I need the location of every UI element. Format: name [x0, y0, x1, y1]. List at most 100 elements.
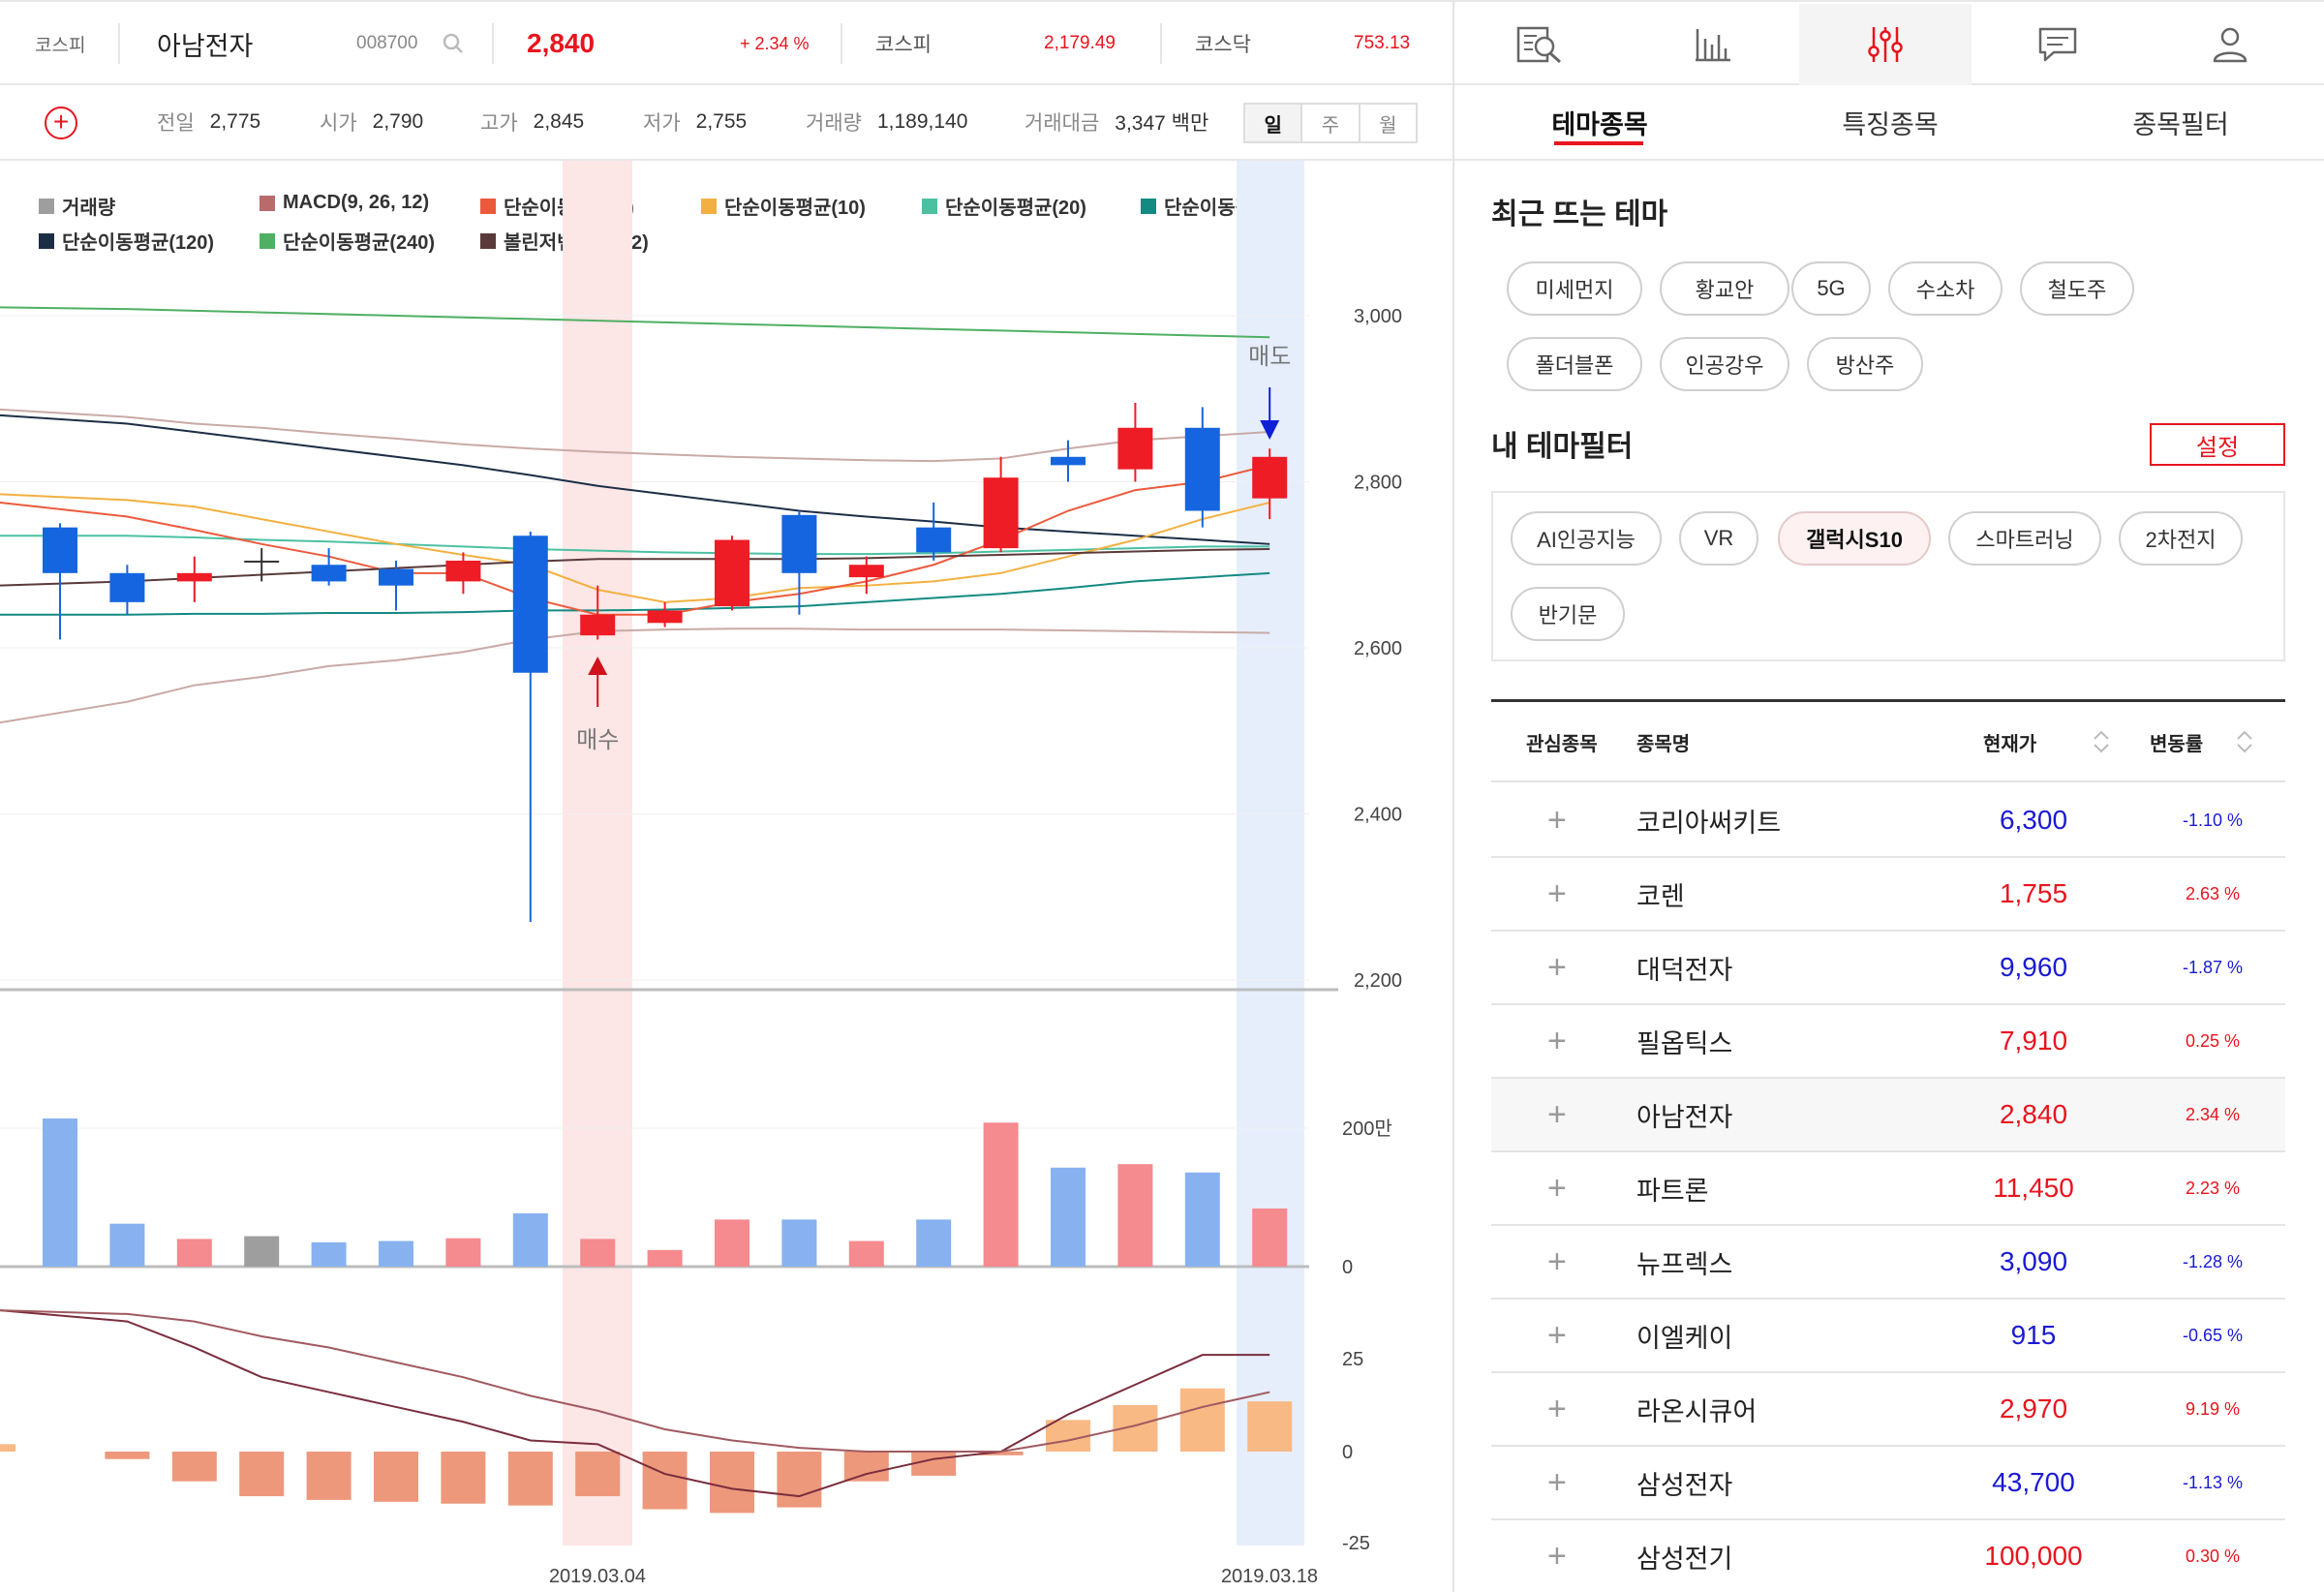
legend-item[interactable]: 단순이동평균(240): [260, 227, 435, 255]
table-row[interactable]: + 파트론 11,450 2.23 %: [1491, 1152, 2285, 1226]
macd-histogram-bar: [374, 1452, 418, 1502]
my-theme-chip[interactable]: VR: [1679, 511, 1758, 566]
sliders-icon[interactable]: [1799, 4, 1972, 85]
hot-theme-chip[interactable]: 인공강우: [1660, 337, 1789, 391]
ma10-line: [0, 493, 1270, 603]
hot-theme-chip[interactable]: 황교안: [1660, 261, 1789, 316]
add-watch-icon[interactable]: +: [1547, 1390, 1567, 1427]
macd-histogram-bar: [239, 1452, 285, 1497]
table-row[interactable]: + 필옵틱스 7,910 0.25 %: [1491, 1005, 2285, 1079]
hot-theme-chip[interactable]: 수소차: [1888, 261, 2003, 316]
volume-bar: [311, 1241, 347, 1267]
add-watch-button[interactable]: +: [45, 107, 77, 139]
volume-bar: [848, 1240, 884, 1267]
prev-close: 전일 2,775: [157, 110, 261, 135]
stock-price-cell: 7,910: [1999, 1026, 2068, 1056]
add-watch-icon[interactable]: +: [1547, 1095, 1567, 1133]
tab-theme-stocks[interactable]: 테마종목: [1551, 109, 1648, 139]
stock-change-cell: 2.34 %: [2185, 1104, 2241, 1124]
table-row[interactable]: + 아남전자 2,840 2.34 %: [1491, 1079, 2285, 1152]
table-row[interactable]: + 코렌 1,755 2.63 %: [1491, 858, 2285, 932]
hot-theme-chip[interactable]: 폴더블폰: [1507, 337, 1642, 391]
period-day[interactable]: 일: [1245, 105, 1301, 141]
volume-bar: [1252, 1208, 1288, 1267]
table-row[interactable]: + 대덕전자 9,960 -1.87 %: [1491, 932, 2285, 1005]
table-row[interactable]: + 라온시큐어 2,970 9.19 %: [1491, 1373, 2285, 1447]
stock-change-cell: -1.13 %: [2182, 1472, 2244, 1492]
sort-icon[interactable]: [2092, 702, 2111, 781]
buy-label: 매수: [576, 727, 619, 753]
stock-price-cell: 100,000: [1984, 1541, 2083, 1571]
tab-feature-stocks[interactable]: 특징종목: [1842, 109, 1939, 139]
macd-histogram-bar: [642, 1452, 688, 1510]
stock-price-cell: 9,960: [1999, 952, 2068, 982]
stock-price-cell: 2,970: [1999, 1393, 2068, 1424]
legend-swatch: [260, 195, 275, 211]
period-selector: 일 주 월: [1243, 103, 1418, 143]
price-tick-label: 3,000: [1354, 306, 1402, 327]
add-watch-icon[interactable]: +: [1547, 1242, 1567, 1280]
stock-change-cell: -0.65 %: [2182, 1325, 2244, 1345]
user-icon[interactable]: [2144, 4, 2316, 85]
my-theme-chip-selected[interactable]: 갤럭시S10: [1778, 511, 1931, 566]
kospi-value: 2,179.49: [1044, 33, 1116, 53]
macd-histogram-bar: [171, 1452, 217, 1482]
add-watch-icon[interactable]: +: [1547, 1537, 1567, 1575]
table-row[interactable]: + 삼성전자 43,700 -1.13 %: [1491, 1447, 2285, 1520]
legend-swatch: [39, 232, 54, 249]
macd-histogram-bar: [978, 1452, 1024, 1455]
sell-label: 매도: [1248, 344, 1291, 370]
search-icon[interactable]: [442, 2, 465, 85]
stock-search-icon[interactable]: [1454, 4, 1627, 85]
legend-item[interactable]: 거래량: [39, 192, 115, 220]
stock-change-cell: -1.28 %: [2182, 1251, 2244, 1271]
tab-stock-filter[interactable]: 종목필터: [2132, 109, 2229, 139]
add-watch-icon[interactable]: +: [1547, 1022, 1567, 1059]
add-watch-icon[interactable]: +: [1547, 801, 1567, 839]
hot-theme-chip[interactable]: 미세먼지: [1507, 261, 1642, 316]
legend-item[interactable]: 단순이동평균(20): [922, 192, 1086, 220]
macd-histogram-bar: [0, 1444, 15, 1452]
my-theme-chip[interactable]: 스마트러닝: [1948, 511, 2101, 566]
kospi-label: 코스피: [875, 34, 932, 56]
add-watch-icon[interactable]: +: [1547, 1463, 1567, 1501]
stock-header: 코스피 아남전자 008700 2,840 + 2.34 % 코스피 2,179…: [0, 0, 1452, 85]
candle: [781, 514, 817, 573]
stock-change-cell: 0.30 %: [2185, 1546, 2241, 1566]
sort-icon[interactable]: [2235, 702, 2254, 781]
price-chart[interactable]: 매수 매도 3,000 2,800 2,600 2,400 2,200 200만 0 25 0 -25…: [0, 161, 1452, 1592]
stock-name-cell: 대덕전자: [1636, 955, 1733, 985]
stock-price-cell: 915: [2010, 1320, 2057, 1350]
legend-item[interactable]: 단순이동평균(120): [39, 227, 214, 255]
col-change[interactable]: 변동률: [2150, 733, 2204, 755]
hot-theme-chip[interactable]: 철도주: [2020, 261, 2134, 316]
legend-item[interactable]: 단순이동평균(10): [701, 192, 866, 220]
col-price[interactable]: 현재가: [1983, 733, 2037, 755]
add-watch-icon[interactable]: +: [1547, 874, 1567, 912]
table-row[interactable]: + 코리아써키트 6,300 -1.10 %: [1491, 784, 2285, 858]
add-watch-icon[interactable]: +: [1547, 948, 1567, 986]
stock-name[interactable]: 아남전자: [157, 31, 254, 61]
volume-bar: [512, 1212, 548, 1267]
stock-change-cell: 0.25 %: [2185, 1030, 2241, 1051]
my-theme-chip[interactable]: AI인공지능: [1511, 511, 1662, 566]
signal-line: [0, 1309, 1270, 1453]
period-month[interactable]: 월: [1358, 105, 1416, 141]
table-row[interactable]: + 이엘케이 915 -0.65 %: [1491, 1300, 2285, 1373]
table-row[interactable]: + 뉴프렉스 3,090 -1.28 %: [1491, 1226, 2285, 1300]
bar-chart-icon[interactable]: [1627, 4, 1799, 85]
hot-theme-chip[interactable]: 5G: [1791, 261, 1871, 316]
period-week[interactable]: 주: [1300, 105, 1358, 141]
hot-theme-chip[interactable]: 방산주: [1807, 337, 1923, 391]
candle: [715, 539, 749, 607]
my-theme-chip[interactable]: 2차전지: [2119, 511, 2243, 566]
chat-icon[interactable]: [1972, 4, 2144, 85]
add-watch-icon[interactable]: +: [1547, 1169, 1567, 1207]
table-row[interactable]: + 삼성전기 100,000 0.30 %: [1491, 1520, 2285, 1592]
my-theme-chip[interactable]: 반기문: [1511, 587, 1625, 641]
legend-item[interactable]: MACD(9, 26, 12): [260, 192, 429, 214]
add-watch-icon[interactable]: +: [1547, 1316, 1567, 1354]
buy-highlight-band: [563, 161, 632, 1546]
setting-button[interactable]: 설정: [2150, 423, 2285, 466]
buy-arrow-icon: [588, 657, 608, 675]
